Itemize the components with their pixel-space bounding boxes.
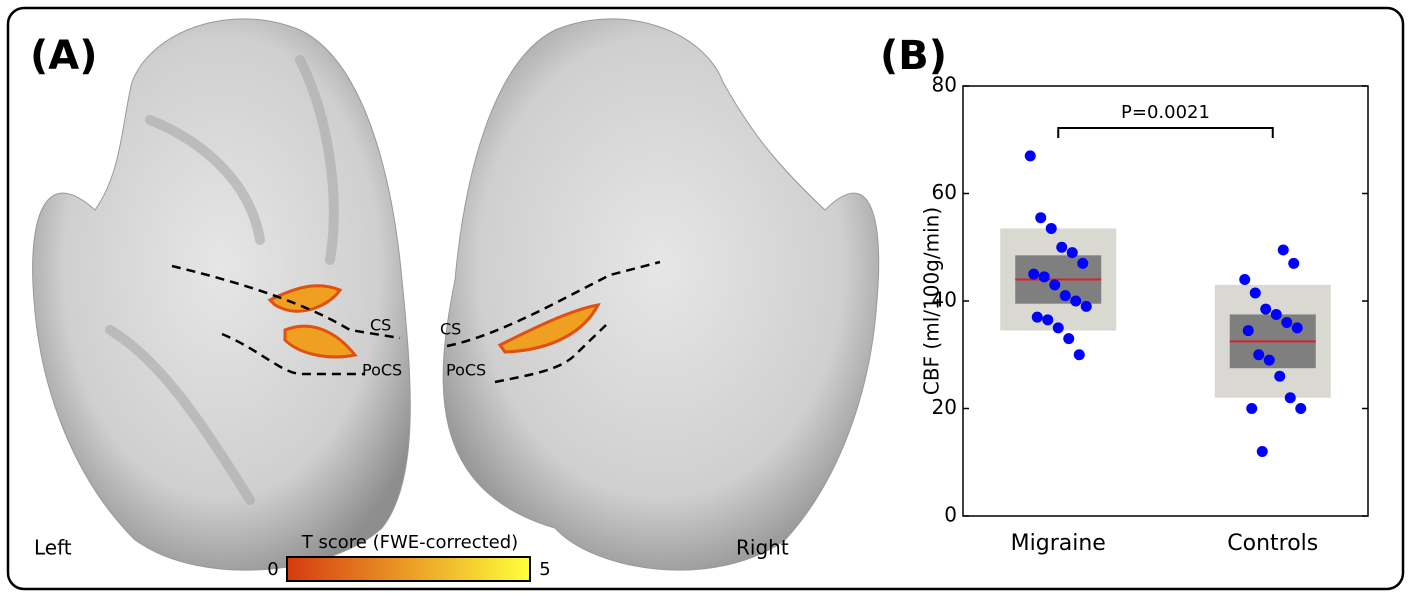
colorbar-tick: 5 [539,559,550,580]
data-point [1031,311,1043,323]
hemisphere-label: Left [34,536,72,560]
y-tick-label: 80 [932,73,957,97]
significance-bracket [1057,127,1274,138]
data-point [1274,370,1286,382]
data-point [1077,257,1089,269]
data-point [1024,150,1036,162]
sulcus-label: CS [370,316,391,335]
sulcus-label: PoCS [362,361,402,380]
data-point [1028,268,1040,280]
data-point [1063,333,1075,345]
panel-label: (B) [880,33,947,79]
data-point [1253,349,1265,361]
data-point [1263,354,1275,366]
data-point [1080,300,1092,312]
left-hemisphere [32,18,411,571]
data-point [1052,322,1064,334]
y-tick-label: 60 [932,180,957,204]
data-point [1049,279,1061,291]
right-overlay [446,260,661,384]
data-point [1070,295,1082,307]
data-point [1249,287,1261,299]
x-tick-label: Migraine [1011,531,1106,556]
sulcus-label: PoCS [446,361,486,380]
data-point [1045,222,1057,234]
right-hemisphere [442,18,880,571]
data-point [1256,446,1268,457]
y-tick-label: 0 [944,503,957,527]
colorbar-tick: 0 [267,559,278,580]
colorbar [286,556,531,582]
y-axis-label: CBF (ml/100g/min) [920,207,944,395]
data-point [1295,403,1307,414]
data-point [1239,274,1251,285]
y-tick-label: 20 [932,395,957,419]
data-point [1270,308,1282,320]
colorbar-title: T score (FWE-corrected) [301,532,518,553]
data-point [1042,314,1054,326]
data-point [1056,241,1068,253]
data-point [1059,290,1071,302]
data-point [1073,349,1085,361]
data-point [1288,257,1300,269]
data-point [1291,322,1303,334]
y-tick-label: 40 [932,288,957,312]
data-point [1035,212,1047,224]
annotation: P=0.0021 [1121,102,1210,123]
hemisphere-label: Right [736,536,789,560]
data-point [1284,392,1296,404]
data-point [1281,317,1293,328]
data-point [1277,244,1289,256]
panel-label: (A) [30,33,98,79]
sulcus-label: CS [440,320,461,339]
data-point [1260,303,1272,315]
data-point [1242,325,1254,337]
data-point [1038,271,1050,283]
data-point [1066,247,1078,259]
x-tick-label: Controls [1227,531,1318,556]
data-point [1246,403,1258,414]
